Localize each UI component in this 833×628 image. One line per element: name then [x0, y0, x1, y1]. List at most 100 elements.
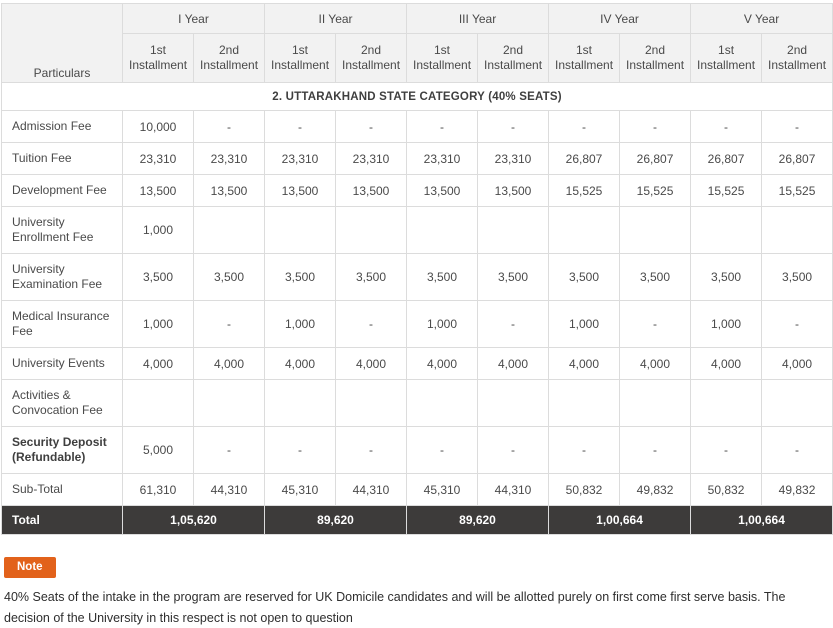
- total-row: Total 1,05,620 89,620 89,620 1,00,664 1,…: [1, 505, 833, 535]
- fee-cell: [192, 206, 266, 254]
- fee-cell: 1,000: [122, 206, 194, 254]
- row-label: Tuition Fee: [1, 142, 123, 175]
- installment-header: 2nd Installment: [761, 33, 833, 83]
- row-label: University Events: [1, 347, 123, 380]
- fee-cell: 4,000: [264, 347, 337, 380]
- fee-cell: [192, 379, 266, 427]
- installment-header: 1st Installment: [690, 33, 763, 83]
- table-row: Sub-Total 61,310 44,310 45,310 44,310 45,310 4…: [1, 473, 833, 506]
- table-row: Development Fee 13,500 13,500 13,500 13,500 1…: [1, 174, 833, 207]
- fee-cell: [406, 206, 479, 254]
- year-header-1: I Year: [121, 3, 266, 34]
- fee-cell: -: [761, 110, 833, 143]
- fee-cell: 4,000: [122, 347, 194, 380]
- category-title: 2. UTTARAKHAND STATE CATEGORY (40% SEATS…: [0, 82, 833, 111]
- fee-cell: 15,525: [619, 174, 692, 207]
- fee-cell: -: [548, 426, 621, 474]
- installment-header: 1st Installment: [122, 33, 194, 83]
- fee-cell: 44,310: [477, 473, 550, 506]
- fee-cell: 50,832: [690, 473, 763, 506]
- fee-cell: 15,525: [761, 174, 833, 207]
- fee-cell: -: [335, 300, 408, 348]
- fee-cell: 13,500: [335, 174, 408, 207]
- fee-cell: 3,500: [264, 253, 337, 301]
- fee-cell: 49,832: [761, 473, 833, 506]
- fee-cell: [690, 206, 763, 254]
- fee-cell: 45,310: [264, 473, 337, 506]
- fee-cell: 3,500: [192, 253, 266, 301]
- table-row: Medical Insurance Fee 1,000-1,000-1,000-1…: [1, 300, 833, 348]
- fee-cell: 23,310: [406, 142, 479, 175]
- particulars-header: Particulars: [1, 3, 123, 83]
- fee-cell: -: [477, 300, 550, 348]
- fee-cell: 23,310: [122, 142, 194, 175]
- fee-cell: 13,500: [192, 174, 266, 207]
- fee-cell: -: [406, 426, 479, 474]
- fee-cell: 4,000: [406, 347, 479, 380]
- fee-cell: [477, 379, 550, 427]
- fee-cell: [406, 379, 479, 427]
- year-header-4: IV Year: [548, 3, 692, 34]
- row-label: Sub-Total: [1, 473, 123, 506]
- fee-cell: 1,000: [406, 300, 479, 348]
- fee-cell: 3,500: [690, 253, 763, 301]
- table-row: Security Deposit (Refundable) 5,000- - - - - -…: [1, 426, 833, 474]
- fee-cell: 1,000: [122, 300, 194, 348]
- row-label: Medical Insurance Fee: [1, 300, 123, 348]
- fee-cell: 26,807: [690, 142, 763, 175]
- fee-cell: -: [192, 110, 266, 143]
- fee-cell: 5,000: [122, 426, 194, 474]
- row-label: University Enrollment Fee: [1, 206, 123, 254]
- fee-cell: 13,500: [122, 174, 194, 207]
- fee-cell: [264, 206, 337, 254]
- fee-cell: -: [264, 110, 337, 143]
- fee-cell: 13,500: [477, 174, 550, 207]
- fee-cell: -: [335, 110, 408, 143]
- fee-cell: -: [477, 110, 550, 143]
- fee-cell: -: [761, 426, 833, 474]
- fee-cell: 3,500: [477, 253, 550, 301]
- fee-cell: [122, 379, 194, 427]
- row-label: Security Deposit (Refundable): [1, 426, 123, 474]
- note-badge: Note: [4, 557, 56, 578]
- installment-header: 2nd Installment: [477, 33, 550, 83]
- fee-cell: 1,000: [264, 300, 337, 348]
- year-header-3: III Year: [406, 3, 550, 34]
- installment-header: 2nd Installment: [335, 33, 408, 83]
- installment-header: 2nd Installment: [192, 33, 266, 83]
- fee-cell: 61,310: [122, 473, 194, 506]
- total-value-year-1: 1,05,620: [121, 505, 266, 535]
- fee-cell: 26,807: [548, 142, 621, 175]
- fee-cell: 3,500: [335, 253, 408, 301]
- fee-structure-table: Particulars I Year II Year III Year IV Y…: [0, 3, 833, 535]
- fee-cell: 23,310: [335, 142, 408, 175]
- fee-cell: 3,500: [122, 253, 194, 301]
- fee-cell: 4,000: [761, 347, 833, 380]
- fee-cell: -: [761, 300, 833, 348]
- fee-cell: -: [690, 110, 763, 143]
- fee-cell: [548, 206, 621, 254]
- total-value-year-2: 89,620: [264, 505, 408, 535]
- installment-header: 1st Installment: [548, 33, 621, 83]
- fee-cell: [264, 379, 337, 427]
- fee-cell: 4,000: [690, 347, 763, 380]
- fee-cell: -: [477, 426, 550, 474]
- fee-cell: 13,500: [406, 174, 479, 207]
- fee-cell: [761, 206, 833, 254]
- year-header-5: V Year: [690, 3, 833, 34]
- fee-cell: 15,525: [690, 174, 763, 207]
- fee-cell: 1,000: [690, 300, 763, 348]
- installment-header: 1st Installment: [264, 33, 337, 83]
- fee-cell: -: [192, 426, 266, 474]
- fee-cell: 15,525: [548, 174, 621, 207]
- table-row: University Events 4,000 4,000 4,000 4,000 4,0…: [1, 347, 833, 380]
- table-row: Admission Fee 10,000- - - - - - - - -: [1, 110, 833, 143]
- fee-cell: -: [619, 300, 692, 348]
- fee-cell: -: [619, 426, 692, 474]
- fee-cell: [619, 379, 692, 427]
- fee-cell: 26,807: [619, 142, 692, 175]
- fee-cell: 4,000: [619, 347, 692, 380]
- table-row: Activities & Convocation Fee: [1, 379, 833, 427]
- fee-cell: 4,000: [477, 347, 550, 380]
